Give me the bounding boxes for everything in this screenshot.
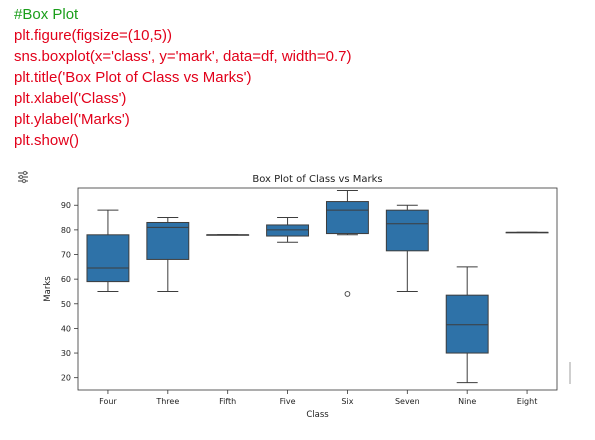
y-tick-label: 50 <box>61 300 71 309</box>
x-tick-label: Five <box>280 397 296 406</box>
y-tick-label: 80 <box>61 226 71 235</box>
output-toggle-icon[interactable] <box>16 170 30 184</box>
outlier-point <box>344 291 351 297</box>
x-tick-label: Three <box>155 397 179 406</box>
box-seven <box>385 209 429 252</box>
box-five <box>266 224 310 237</box>
box-four <box>86 234 130 283</box>
x-axis-label: Class <box>306 410 329 420</box>
y-tick-label: 40 <box>61 324 71 333</box>
x-tick-label: Seven <box>395 397 420 406</box>
code-line: plt.ylabel('Marks') <box>14 111 130 128</box>
code-line: plt.figure(figsize=(10,5)) <box>14 27 172 44</box>
code-line: plt.show() <box>14 132 80 149</box>
y-tick-label: 70 <box>61 251 71 260</box>
code-line: plt.xlabel('Class') <box>14 90 127 107</box>
x-tick-label: Nine <box>458 397 476 406</box>
x-tick-label: Six <box>341 397 353 406</box>
chart-title: Box Plot of Class vs Marks <box>252 174 382 185</box>
y-tick-label: 20 <box>61 374 71 383</box>
output-cell: Box Plot of Class vs Marks 20 30 40 50 60 70 80… <box>0 160 595 440</box>
box-nine <box>445 294 489 354</box>
box-six <box>325 201 369 235</box>
box-plot-chart: Box Plot of Class vs Marks 20 30 40 50 60 70 80… <box>43 174 558 420</box>
y-tick-label: 90 <box>61 201 71 210</box>
y-tick-label: 60 <box>61 275 71 284</box>
code-cell[interactable]: #Box Plot plt.figure(figsize=(10,5)) sns… <box>14 4 351 151</box>
code-line: sns.boxplot(x='class', y='mark', data=df… <box>14 48 352 65</box>
y-tick-label: 30 <box>61 349 71 358</box>
x-tick-label: Four <box>99 397 117 406</box>
axes-frame <box>77 187 558 391</box>
y-axis-label: Marks <box>43 276 53 302</box>
code-line: plt.title('Box Plot of Class vs Marks') <box>14 69 252 86</box>
x-tick-label: Eight <box>517 397 538 406</box>
scrollbar-thumb[interactable] <box>569 362 571 384</box>
code-comment: #Box Plot <box>14 6 79 23</box>
box-three <box>146 221 190 260</box>
x-tick-label: Fifth <box>219 397 236 406</box>
